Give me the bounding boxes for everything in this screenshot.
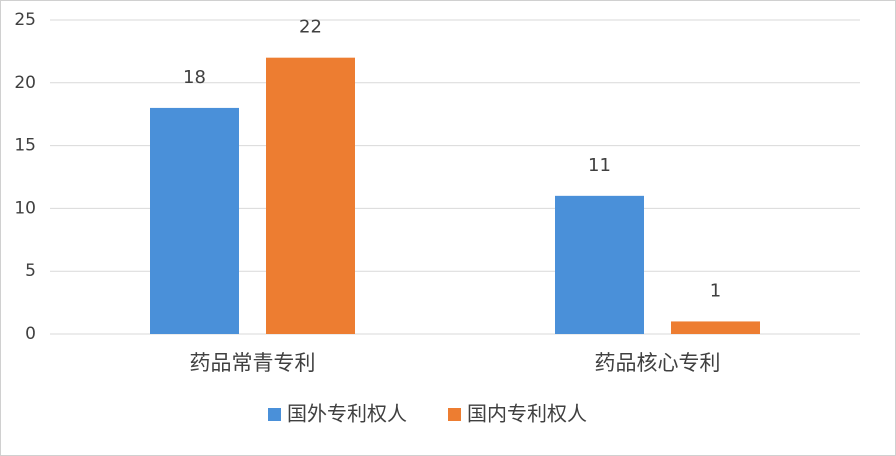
y-tick-label: 0 <box>25 324 36 344</box>
y-tick-label: 10 <box>14 198 36 218</box>
bar <box>266 57 355 335</box>
bar <box>671 321 760 334</box>
x-tick-label: 药品常青专利 <box>190 351 316 375</box>
y-tick-label: 20 <box>14 73 36 93</box>
data-label: 11 <box>588 155 611 176</box>
legend-label: 国外专利权人 <box>287 402 407 426</box>
y-tick-label: 5 <box>25 261 36 281</box>
y-tick-label: 15 <box>14 136 36 156</box>
data-label: 22 <box>299 17 322 38</box>
x-tick-label: 药品核心专利 <box>595 351 721 375</box>
legend-label: 国内专利权人 <box>467 402 587 426</box>
y-tick-label: 25 <box>14 10 36 30</box>
bar <box>150 107 239 334</box>
data-label: 1 <box>710 280 721 301</box>
legend-swatch <box>268 408 281 421</box>
bar <box>555 195 644 334</box>
data-label: 18 <box>183 67 206 88</box>
legend-swatch <box>448 408 461 421</box>
